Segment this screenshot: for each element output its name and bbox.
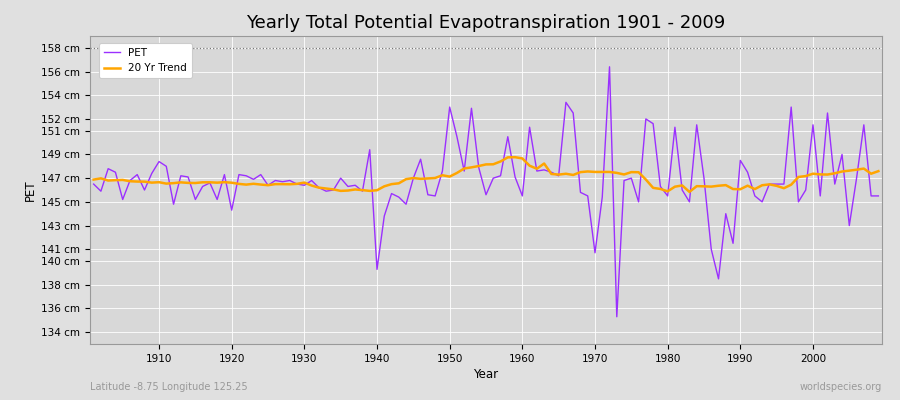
Title: Yearly Total Potential Evapotranspiration 1901 - 2009: Yearly Total Potential Evapotranspiratio… bbox=[247, 14, 725, 32]
20 Yr Trend bbox=[873, 169, 884, 174]
PET bbox=[88, 182, 99, 186]
PET bbox=[147, 171, 158, 176]
20 Yr Trend bbox=[147, 180, 158, 185]
PET bbox=[509, 174, 520, 179]
PET bbox=[604, 64, 615, 69]
PET bbox=[873, 194, 884, 198]
PET bbox=[306, 178, 317, 183]
20 Yr Trend bbox=[517, 156, 527, 161]
PET bbox=[618, 178, 629, 183]
20 Yr Trend bbox=[509, 155, 520, 160]
20 Yr Trend bbox=[611, 170, 622, 175]
Line: PET: PET bbox=[94, 67, 878, 317]
Text: worldspecies.org: worldspecies.org bbox=[800, 382, 882, 392]
20 Yr Trend bbox=[350, 187, 361, 192]
20 Yr Trend bbox=[306, 183, 317, 188]
20 Yr Trend bbox=[684, 190, 695, 194]
Y-axis label: PET: PET bbox=[24, 179, 37, 201]
20 Yr Trend bbox=[88, 177, 99, 182]
20 Yr Trend bbox=[524, 163, 535, 168]
Text: Latitude -8.75 Longitude 125.25: Latitude -8.75 Longitude 125.25 bbox=[90, 382, 248, 392]
X-axis label: Year: Year bbox=[473, 368, 499, 381]
Line: 20 Yr Trend: 20 Yr Trend bbox=[94, 157, 878, 192]
PET bbox=[611, 314, 622, 319]
PET bbox=[350, 183, 361, 188]
Legend: PET, 20 Yr Trend: PET, 20 Yr Trend bbox=[99, 43, 193, 78]
PET bbox=[517, 194, 527, 198]
